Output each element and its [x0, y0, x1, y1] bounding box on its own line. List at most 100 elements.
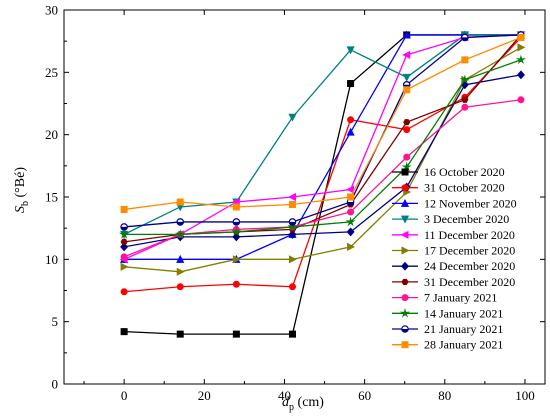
legend-label: 28 January 2021 — [424, 338, 503, 352]
data-point — [347, 80, 355, 88]
data-point — [175, 229, 186, 239]
data-point — [403, 86, 411, 94]
x-axis-title: dp (cm) — [282, 395, 324, 413]
data-point — [459, 74, 470, 85]
data-point — [120, 328, 128, 336]
data-point — [347, 116, 355, 124]
data-point — [517, 33, 525, 41]
x-tick-label: 40 — [278, 388, 291, 403]
data-point — [288, 229, 297, 239]
data-point — [517, 43, 526, 52]
data-point — [461, 56, 469, 64]
data-point — [402, 73, 411, 82]
legend-label: 12 November 2020 — [424, 196, 517, 210]
x-tick-label: 80 — [438, 388, 451, 403]
data-point — [120, 238, 128, 245]
data-point — [232, 255, 241, 264]
data-point — [346, 127, 355, 136]
data-point-fill — [461, 37, 469, 41]
x-tick-label: 20 — [198, 388, 211, 403]
legend-item: 3 December 2020 — [392, 212, 509, 226]
data-point-fill — [177, 221, 184, 226]
legend-label: 24 December 2020 — [424, 259, 515, 273]
y-tick-label: 5 — [52, 314, 59, 329]
data-point — [400, 230, 409, 239]
series-line — [124, 34, 521, 260]
data-point — [345, 216, 356, 227]
data-point — [517, 96, 525, 104]
series-line — [123, 34, 521, 260]
data-point — [288, 255, 297, 264]
x-axis-title-sub: p — [289, 402, 294, 413]
series-12 — [120, 33, 525, 213]
data-point — [401, 294, 409, 302]
legend-item: 14 January 2021 — [392, 306, 503, 320]
data-point — [120, 205, 128, 213]
data-point — [400, 261, 410, 271]
series-10 — [119, 54, 527, 239]
data-point — [401, 168, 409, 176]
data-point — [176, 254, 185, 263]
legend-label: 31 December 2020 — [424, 275, 515, 289]
legend-label: 31 October 2020 — [424, 181, 505, 195]
legend-item: 24 December 2020 — [392, 259, 515, 273]
series-line — [123, 34, 521, 235]
data-point — [400, 215, 410, 224]
data-point — [515, 54, 527, 65]
data-point — [288, 113, 297, 122]
x-tick-label: 60 — [358, 388, 371, 403]
y-tick-label: 25 — [45, 65, 58, 80]
data-point — [461, 103, 469, 111]
data-point — [347, 193, 355, 201]
data-point — [347, 242, 356, 251]
y-axis-title-sub: b — [20, 201, 31, 206]
x-tick-label: 0 — [121, 388, 128, 403]
data-point — [288, 330, 296, 338]
y-axis-title-unit: (°Bé) — [13, 167, 28, 201]
legend-label: 7 January 2021 — [424, 291, 497, 305]
data-point — [120, 262, 129, 271]
data-point — [347, 208, 355, 216]
data-point — [401, 278, 409, 285]
x-tick-label: 100 — [515, 388, 535, 403]
data-point — [232, 330, 240, 338]
data-point — [403, 153, 411, 161]
data-point — [287, 221, 298, 232]
data-point — [120, 253, 128, 261]
data-point-fill — [289, 221, 296, 226]
y-axis-title: Sb (°Bé) — [13, 167, 31, 213]
data-point — [401, 341, 409, 349]
data-point — [401, 246, 410, 255]
data-point — [403, 119, 411, 126]
data-point — [176, 267, 185, 276]
data-point-fill — [401, 329, 409, 333]
data-point-fill — [120, 226, 128, 231]
series-line — [124, 59, 522, 236]
data-point — [346, 227, 355, 237]
data-point — [403, 126, 411, 134]
data-point — [346, 46, 355, 55]
data-point — [516, 70, 525, 80]
data-point — [288, 200, 296, 208]
data-point — [461, 96, 469, 103]
y-tick-label: 30 — [45, 3, 58, 18]
legend-label: 17 December 2020 — [424, 244, 515, 258]
legend-label: 3 December 2020 — [424, 212, 509, 226]
data-point — [176, 283, 184, 291]
x-axis-title-unit: (cm) — [294, 395, 324, 410]
series-line — [124, 74, 522, 248]
series-layer — [119, 30, 527, 338]
series-line — [124, 46, 522, 273]
legend-item: 21 January 2021 — [392, 322, 503, 336]
data-point — [400, 198, 410, 207]
y-tick-label: 10 — [45, 252, 58, 267]
y-axis-title-main: S — [13, 206, 28, 213]
y-tick-label: 15 — [45, 190, 58, 205]
data-point — [231, 226, 242, 237]
legend-label: 21 January 2021 — [424, 322, 503, 336]
data-point — [288, 283, 296, 291]
axis-ticks: 0 20 40 60 80 100 0 5 10 15 20 25 30 — [45, 3, 545, 403]
